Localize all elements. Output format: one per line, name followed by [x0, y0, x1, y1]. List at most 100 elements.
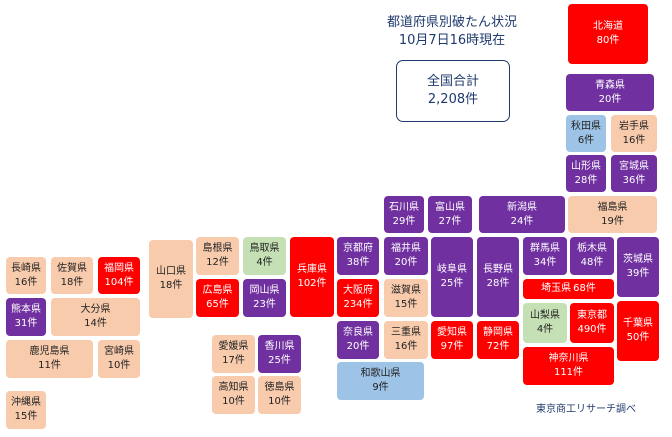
pref-count: 10件	[268, 396, 291, 407]
pref-count: 10件	[107, 360, 131, 371]
pref-saitama[interactable]: 埼玉県 68件	[523, 279, 614, 299]
pref-kumamoto[interactable]: 熊本県 31件	[6, 298, 46, 336]
pref-kochi[interactable]: 高知県 10件	[212, 376, 255, 414]
pref-oita[interactable]: 大分県 14件	[51, 298, 140, 336]
pref-name: 奈良県	[343, 327, 373, 338]
pref-nara[interactable]: 奈良県 20件	[337, 321, 379, 359]
map-title: 都道府県別破たん状況 10月7日16時現在	[352, 14, 552, 50]
pref-yamanashi[interactable]: 山梨県 4件	[523, 303, 567, 343]
pref-count: 31件	[14, 318, 38, 329]
pref-name: 兵庫県	[297, 264, 327, 275]
pref-name: 和歌山県	[360, 368, 401, 379]
pref-ibaraki[interactable]: 茨城県 39件	[617, 237, 659, 297]
pref-hyogo[interactable]: 兵庫県 102件	[290, 237, 334, 317]
pref-name: 島根県	[202, 243, 233, 254]
pref-aomori[interactable]: 青森県 20件	[566, 74, 654, 111]
pref-fukuoka[interactable]: 福岡県 104件	[98, 257, 140, 294]
pref-tokyo[interactable]: 東京都 490件	[570, 303, 614, 343]
pref-count: 16件	[14, 276, 38, 288]
pref-chiba[interactable]: 千葉県 50件	[617, 301, 659, 361]
pref-name: 京都府	[343, 243, 373, 254]
pref-gunma[interactable]: 群馬県 34件	[523, 237, 567, 275]
pref-osaka[interactable]: 大阪府 234件	[337, 279, 379, 317]
title-line-1: 都道府県別破たん状況	[386, 15, 517, 30]
pref-okinawa[interactable]: 沖縄県 15件	[6, 391, 46, 429]
pref-kagawa[interactable]: 香川県 25件	[258, 335, 301, 373]
pref-aichi[interactable]: 愛知県 97件	[431, 321, 473, 359]
pref-name: 沖縄県	[11, 397, 41, 408]
pref-count: 20件	[394, 257, 418, 268]
pref-name: 石川県	[389, 201, 419, 213]
pref-nagano[interactable]: 長野県 28件	[477, 237, 519, 317]
pref-name: 新潟県	[507, 201, 537, 213]
pref-name: 山口県	[156, 266, 186, 277]
pref-count: 39件	[626, 268, 650, 279]
pref-hokkaido[interactable]: 北海道 80件	[568, 4, 648, 64]
pref-fukushima[interactable]: 福島県 19件	[568, 196, 657, 233]
pref-tochigi[interactable]: 栃木県 48件	[570, 237, 614, 275]
pref-ishikawa[interactable]: 石川県 29件	[384, 196, 424, 233]
pref-niigata[interactable]: 新潟県 24件	[479, 196, 565, 233]
pref-count: 234件	[343, 299, 373, 310]
pref-count: 20件	[598, 93, 622, 105]
pref-wakayama[interactable]: 和歌山県 9件	[337, 362, 424, 400]
pref-count: 34件	[533, 257, 557, 268]
pref-miyagi[interactable]: 宮城県 36件	[611, 155, 657, 192]
pref-count: 10件	[222, 396, 245, 407]
pref-name: 鳥取県	[249, 243, 280, 254]
pref-name: 長野県	[483, 264, 513, 275]
pref-kagoshima[interactable]: 鹿児島県 11件	[6, 340, 93, 378]
pref-akita[interactable]: 秋田県 6件	[566, 115, 606, 152]
pref-yamaguchi[interactable]: 山口県 18件	[149, 240, 193, 318]
pref-tottori[interactable]: 鳥取県 4件	[243, 237, 286, 275]
pref-tokushima[interactable]: 徳島県 10件	[258, 376, 301, 414]
pref-count: 25件	[440, 278, 464, 289]
pref-toyama[interactable]: 富山県 27件	[428, 196, 472, 233]
pref-iwate[interactable]: 岩手県 16件	[611, 115, 657, 152]
title-line-2: 10月7日16時現在	[398, 33, 506, 48]
pref-hiroshima[interactable]: 広島県 65件	[196, 279, 239, 317]
pref-name: 宮崎県	[104, 346, 134, 357]
pref-count: 72件	[486, 341, 510, 352]
pref-count: 25件	[268, 355, 291, 366]
pref-okayama[interactable]: 岡山県 23件	[243, 279, 286, 317]
pref-count: 68件	[573, 283, 596, 294]
national-total-label: 全国合計	[426, 74, 479, 89]
pref-count: 6件	[577, 134, 595, 146]
pref-name: 青森県	[595, 79, 625, 91]
pref-kanagawa[interactable]: 神奈川県 111件	[523, 347, 614, 385]
pref-gifu[interactable]: 岐阜県 25件	[431, 237, 473, 317]
pref-name: 鹿児島県	[29, 346, 70, 357]
pref-name: 山形県	[571, 160, 601, 172]
pref-count: 16件	[622, 134, 646, 146]
pref-count: 15件	[14, 411, 38, 422]
pref-name: 香川県	[264, 341, 295, 352]
pref-fukui[interactable]: 福井県 20件	[384, 237, 428, 275]
pref-shizuoka[interactable]: 静岡県 72件	[477, 321, 519, 359]
pref-count: 4件	[256, 257, 273, 268]
pref-kyoto[interactable]: 京都府 38件	[337, 237, 379, 275]
source-credit: 東京商工リサーチ調べ	[536, 404, 636, 415]
pref-name: 三重県	[391, 327, 421, 338]
pref-count: 28件	[574, 174, 598, 186]
pref-shiga[interactable]: 滋賀県 15件	[384, 279, 428, 317]
pref-count: 50件	[626, 332, 650, 343]
pref-name: 佐賀県	[57, 262, 87, 274]
pref-count: 28件	[486, 278, 510, 289]
pref-ehime[interactable]: 愛媛県 17件	[212, 335, 255, 373]
pref-name: 宮城県	[619, 160, 649, 172]
pref-count: 24件	[510, 215, 534, 227]
pref-name: 北海道	[593, 21, 623, 32]
pref-count: 27件	[438, 215, 462, 227]
pref-shimane[interactable]: 島根県 12件	[196, 237, 239, 275]
pref-name: 福岡県	[104, 262, 134, 274]
pref-saga[interactable]: 佐賀県 18件	[51, 257, 93, 294]
pref-name: 滋賀県	[391, 285, 421, 296]
pref-count: 12件	[206, 257, 229, 268]
pref-count: 20件	[346, 341, 370, 352]
pref-count: 80件	[596, 35, 620, 46]
pref-yamagata[interactable]: 山形県 28件	[566, 155, 606, 192]
pref-nagasaki[interactable]: 長崎県 16件	[6, 257, 46, 294]
pref-mie[interactable]: 三重県 16件	[384, 321, 428, 359]
pref-miyazaki[interactable]: 宮崎県 10件	[98, 340, 140, 378]
